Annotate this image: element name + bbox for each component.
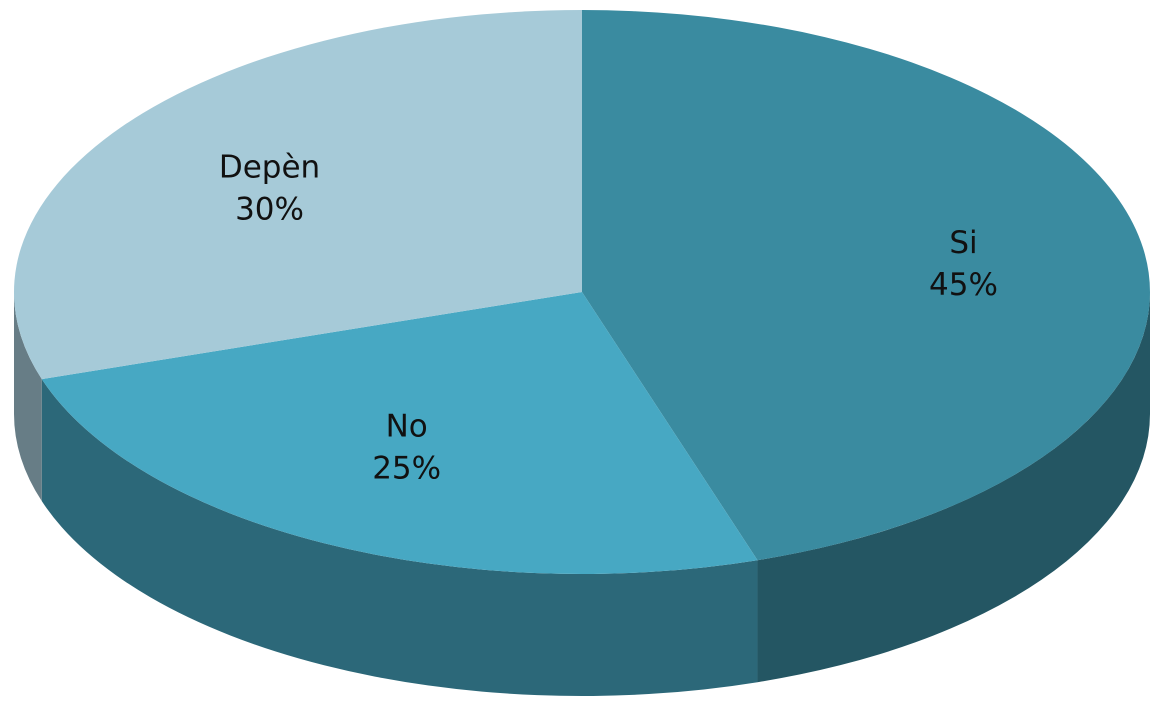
slice-label: No — [386, 408, 428, 444]
slice — [13, 10, 583, 380]
slice-value: 25% — [372, 450, 441, 486]
slice — [582, 10, 1150, 561]
slice-side — [14, 292, 42, 502]
slice-value: 30% — [235, 192, 304, 228]
slice-label: Si — [949, 225, 977, 261]
slice-side — [41, 379, 758, 696]
slice — [41, 292, 758, 574]
slice-side — [757, 292, 1150, 683]
slice-label: Depèn — [219, 150, 320, 186]
slice-value: 45% — [929, 267, 998, 303]
